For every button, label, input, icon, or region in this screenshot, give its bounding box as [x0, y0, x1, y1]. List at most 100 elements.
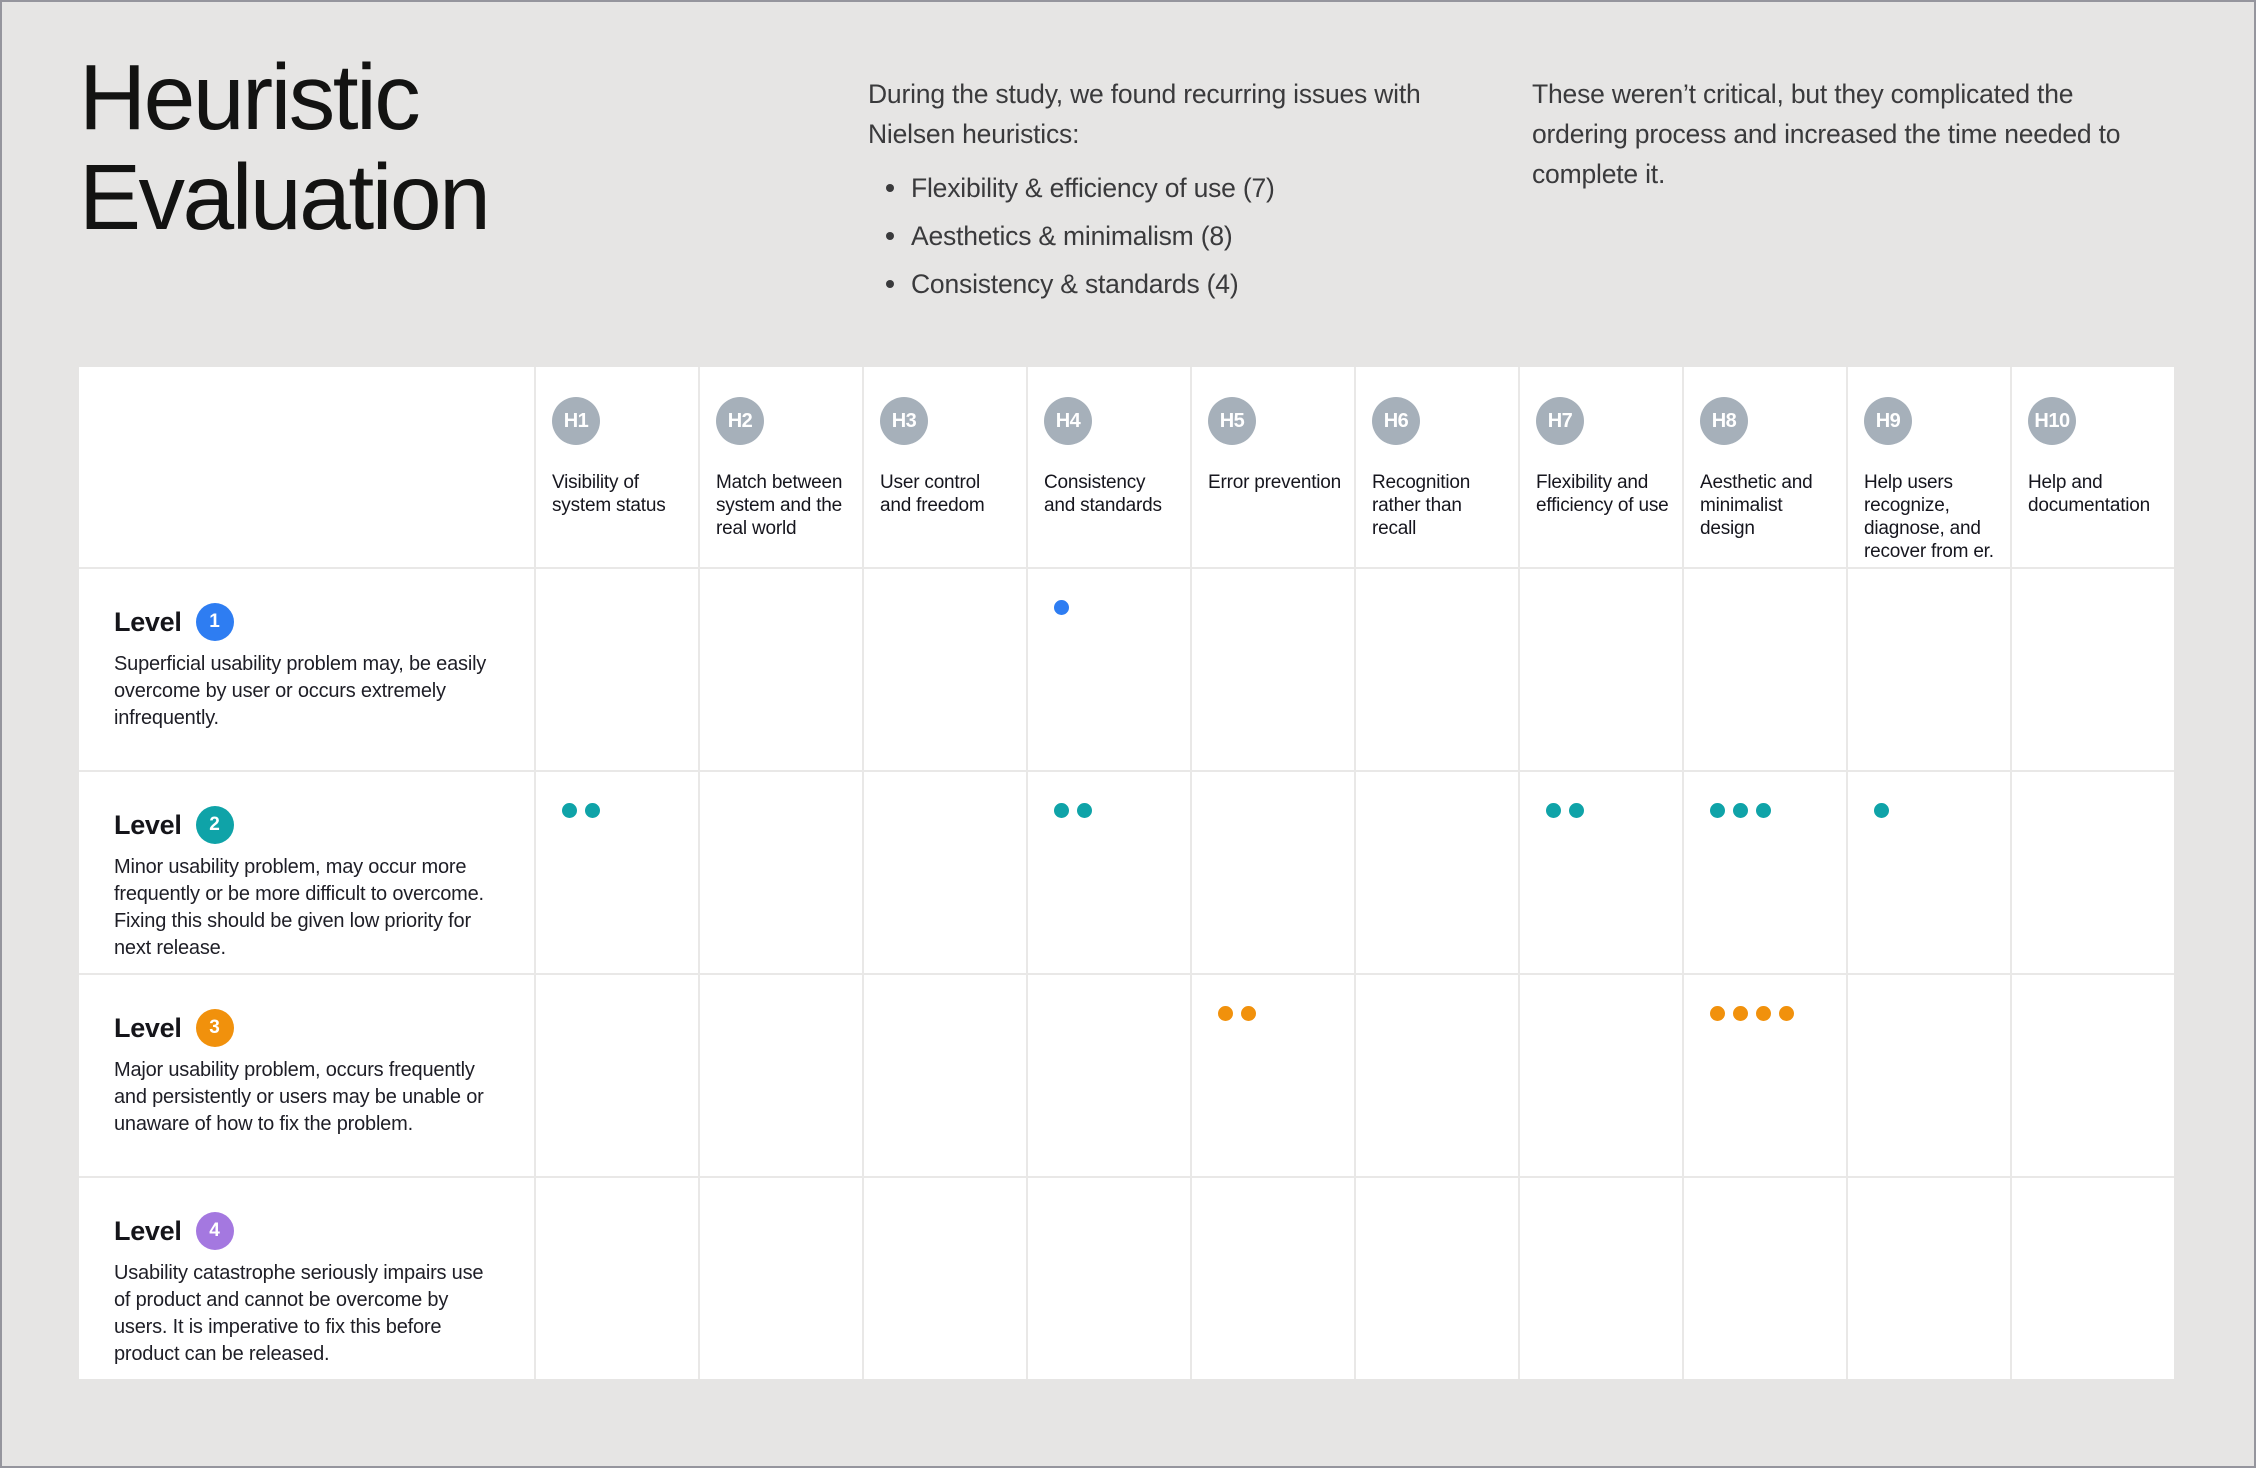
- heuristic-badge-h7: H7: [1536, 397, 1584, 445]
- matrix-cell-h9-level3: [1848, 975, 2010, 1176]
- matrix-cell-h1-level3: [536, 975, 698, 1176]
- matrix-cell-h6-level1: [1356, 569, 1518, 770]
- matrix-cell-h4-level4: [1028, 1178, 1190, 1379]
- level-title-text: Level: [114, 1215, 182, 1246]
- level-4-heading: Level 4: [114, 1212, 494, 1250]
- matrix-cell-h8-level4: [1684, 1178, 1846, 1379]
- heuristic-badge-h1: H1: [552, 397, 600, 445]
- level-4-description: Usability catastrophe seriously impairs …: [114, 1262, 484, 1365]
- issue-dot: [1054, 600, 1069, 615]
- issue-dot: [1710, 803, 1725, 818]
- matrix-cell-h1-level1: [536, 569, 698, 770]
- heuristic-header-h6: H6 Recognition rather than recall: [1356, 367, 1518, 567]
- level-1-description: Superficial usability problem may, be ea…: [114, 653, 487, 729]
- matrix-cell-h5-level4: [1192, 1178, 1354, 1379]
- matrix-cell-h8-level1: [1684, 569, 1846, 770]
- matrix-cell-h3-level2: [864, 772, 1026, 973]
- matrix-cell-h1-level4: [536, 1178, 698, 1379]
- page-title: Heuristic Evaluation: [79, 45, 491, 249]
- matrix-cell-h2-level2: [700, 772, 862, 973]
- heuristic-label-h9: Help users recognize, diagnose, and reco…: [1864, 472, 1994, 562]
- matrix-cell-h8-level3: [1684, 975, 1846, 1176]
- heuristic-badge-h2: H2: [716, 397, 764, 445]
- matrix-cell-h9-level1: [1848, 569, 2010, 770]
- heuristic-header-h8: H8 Aesthetic and minimalist design: [1684, 367, 1846, 567]
- issue-dot: [1710, 1006, 1725, 1021]
- heuristic-label-h7: Flexibility and efficiency of use: [1536, 472, 1669, 516]
- matrix-cell-h4-level1: [1028, 569, 1190, 770]
- issue-dot: [562, 803, 577, 818]
- issue-dot: [1569, 803, 1584, 818]
- issue-item-3: Consistency & standards (4): [868, 264, 1513, 304]
- matrix-cell-h10-level2: [2012, 772, 2174, 973]
- issue-dot: [1756, 803, 1771, 818]
- heuristic-header-h7: H7 Flexibility and efficiency of use: [1520, 367, 1682, 567]
- matrix-cell-h7-level3: [1520, 975, 1682, 1176]
- matrix-cell-h4-level2: [1028, 772, 1190, 973]
- issue-dot: [1546, 803, 1561, 818]
- issue-dot: [1874, 803, 1889, 818]
- heuristic-label-h8: Aesthetic and minimalist design: [1700, 472, 1813, 539]
- level-2-label-cell: Level 2 Minor usability problem, may occur…: [79, 772, 534, 973]
- intro-lead-text: During the study, we found recurring iss…: [868, 79, 1421, 149]
- level-title-text: Level: [114, 1012, 182, 1043]
- matrix-cell-h9-level4: [1848, 1178, 2010, 1379]
- issue-dot: [1054, 803, 1069, 818]
- heuristic-badge-h10: H10: [2028, 397, 2076, 445]
- issue-dot: [1218, 1006, 1233, 1021]
- level-1-label-cell: Level 1 Superficial usability problem may,…: [79, 569, 534, 770]
- matrix-cell-h3-level3: [864, 975, 1026, 1176]
- matrix-cell-h2-level1: [700, 569, 862, 770]
- study-findings-block: During the study, we found recurring iss…: [868, 74, 1513, 312]
- issue-dot: [585, 803, 600, 818]
- matrix-cell-h1-level2: [536, 772, 698, 973]
- heuristic-label-h6: Recognition rather than recall: [1372, 472, 1471, 539]
- heuristic-label-h10: Help and documentation: [2028, 472, 2151, 516]
- level-4-badge: 4: [195, 1212, 234, 1250]
- level-3-description: Major usability problem, occurs frequent…: [114, 1059, 484, 1135]
- note-paragraph: These weren’t critical, but they complic…: [1532, 79, 2121, 189]
- heuristic-label-h4: Consistency and standards: [1044, 472, 1162, 516]
- issue-dot: [1733, 1006, 1748, 1021]
- heuristic-badge-h9: H9: [1864, 397, 1912, 445]
- matrix-corner-cell: [79, 367, 534, 567]
- level-2-badge: 2: [195, 806, 234, 844]
- issue-item-2: Aesthetics & minimalism (8): [868, 216, 1513, 256]
- issue-dot: [1756, 1006, 1771, 1021]
- matrix-cell-h9-level2: [1848, 772, 2010, 973]
- level-4-label-cell: Level 4 Usability catastrophe seriously im…: [79, 1178, 534, 1379]
- level-1-badge: 1: [195, 603, 234, 641]
- issue-dot: [1077, 803, 1092, 818]
- heuristic-badge-h4: H4: [1044, 397, 1092, 445]
- matrix-cell-h6-level4: [1356, 1178, 1518, 1379]
- level-title-text: Level: [114, 606, 182, 637]
- matrix-cell-h5-level2: [1192, 772, 1354, 973]
- matrix-cell-h3-level1: [864, 569, 1026, 770]
- heuristic-header-h3: H3 User control and freedom: [864, 367, 1026, 567]
- matrix-cell-h6-level3: [1356, 975, 1518, 1176]
- level-title-text: Level: [114, 809, 182, 840]
- heuristic-label-h1: Visibility of system status: [552, 472, 666, 516]
- issue-dot: [1779, 1006, 1794, 1021]
- heuristic-badge-h5: H5: [1208, 397, 1256, 445]
- heuristic-label-h3: User control and freedom: [880, 472, 985, 516]
- heuristic-matrix: H1 Visibility of system status H2 Match bet…: [79, 367, 2174, 1379]
- issue-dot: [1241, 1006, 1256, 1021]
- matrix-cell-h7-level2: [1520, 772, 1682, 973]
- matrix-cell-h2-level4: [700, 1178, 862, 1379]
- heuristic-header-h4: H4 Consistency and standards: [1028, 367, 1190, 567]
- level-3-label-cell: Level 3 Major usability problem, occurs fr…: [79, 975, 534, 1176]
- level-1-heading: Level 1: [114, 603, 494, 641]
- matrix-cell-h6-level2: [1356, 772, 1518, 973]
- heuristic-badge-h3: H3: [880, 397, 928, 445]
- matrix-cell-h7-level1: [1520, 569, 1682, 770]
- heuristic-badge-h8: H8: [1700, 397, 1748, 445]
- issue-item-1: Flexibility & efficiency of use (7): [868, 168, 1513, 208]
- heuristic-badge-h6: H6: [1372, 397, 1420, 445]
- heuristic-header-h9: H9 Help users recognize, diagnose, and re…: [1848, 367, 2010, 567]
- issue-dot: [1733, 803, 1748, 818]
- heuristic-header-h1: H1 Visibility of system status: [536, 367, 698, 567]
- issues-list: Flexibility & efficiency of use (7) Aesth…: [868, 168, 1513, 304]
- level-3-badge: 3: [195, 1009, 234, 1047]
